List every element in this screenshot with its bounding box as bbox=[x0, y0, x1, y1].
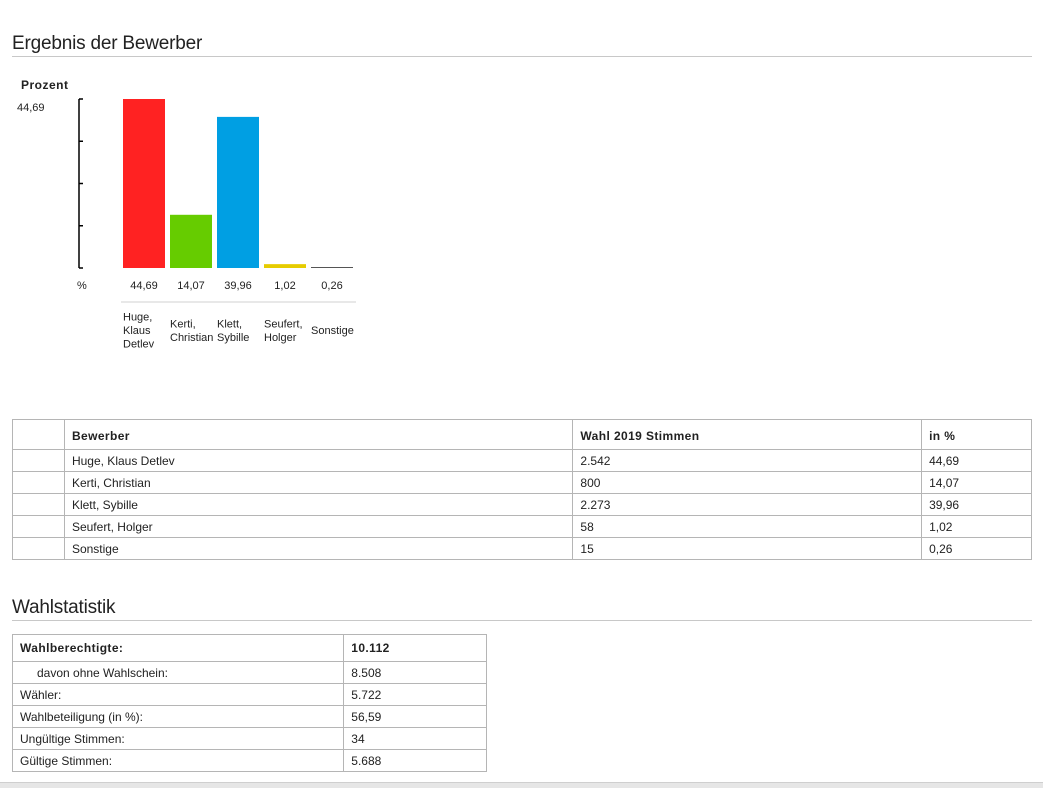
candidate-percent: 14,07 bbox=[921, 471, 1032, 494]
category-label: Christian bbox=[170, 332, 213, 344]
candidate-name: Sonstige bbox=[63, 537, 574, 560]
category-label: Sybille bbox=[217, 332, 249, 344]
unit-label: % bbox=[77, 280, 87, 292]
bar-1 bbox=[123, 99, 165, 268]
results-bar-chart: Prozent 44,69% 44,69 Huge,Klaus Detlev 14,07 K… bbox=[17, 78, 356, 351]
row-marker-cell bbox=[12, 537, 65, 560]
stats-label: Wahlbeteiligung (in %): bbox=[11, 705, 345, 728]
category-label: Klaus bbox=[123, 325, 151, 337]
stats-value: 5.688 bbox=[343, 749, 487, 772]
candidate-percent: 1,02 bbox=[921, 515, 1032, 538]
table-row: Seufert, Holger 58 1,02 bbox=[12, 515, 1032, 538]
category-label: Detlev bbox=[123, 339, 155, 351]
stats-label: Wahlberechtigte: bbox=[11, 634, 345, 662]
stats-label: davon ohne Wahlschein: bbox=[11, 661, 345, 684]
candidate-votes: 800 bbox=[572, 471, 923, 494]
candidate-votes: 15 bbox=[572, 537, 923, 560]
stats-label: Gültige Stimmen: bbox=[11, 749, 345, 772]
bar-2 bbox=[170, 214, 212, 268]
stats-row: Wähler: 5.722 bbox=[11, 683, 487, 706]
bar-5 bbox=[311, 267, 353, 268]
table-row: Kerti, Christian 800 14,07 bbox=[12, 471, 1032, 494]
results-section-divider bbox=[12, 56, 1032, 57]
stats-row: Ungültige Stimmen: 34 bbox=[11, 727, 487, 750]
bar-value-label: 14,07 bbox=[177, 280, 205, 292]
stats-row: Gültige Stimmen: 5.688 bbox=[11, 749, 487, 772]
row-marker-cell bbox=[12, 471, 65, 494]
column-header-percent: in % bbox=[921, 419, 1032, 450]
stats-value: 8.508 bbox=[343, 661, 487, 684]
y-axis-label: Prozent bbox=[21, 78, 69, 92]
candidate-name: Kerti, Christian bbox=[63, 471, 574, 494]
candidate-name: Klett, Sybille bbox=[63, 493, 574, 516]
candidate-votes: 2.542 bbox=[572, 449, 923, 472]
stats-label: Ungültige Stimmen: bbox=[11, 727, 345, 750]
results-table-header: Bewerber Wahl 2019 Stimmen in % bbox=[12, 419, 1032, 450]
bar-value-label: 1,02 bbox=[274, 280, 295, 292]
stats-value: 34 bbox=[343, 727, 487, 750]
row-marker-cell bbox=[12, 449, 65, 472]
column-header-blank bbox=[12, 419, 65, 450]
bar-value-label: 0,26 bbox=[321, 280, 342, 292]
results-table: Bewerber Wahl 2019 Stimmen in % Huge, Kl… bbox=[12, 419, 1032, 560]
bar-value-label: 39,96 bbox=[224, 280, 252, 292]
candidate-votes: 58 bbox=[572, 515, 923, 538]
stats-section-title: Wahlstatistik bbox=[12, 597, 116, 618]
stats-value: 10.112 bbox=[343, 634, 487, 662]
stats-label: Wähler: bbox=[11, 683, 345, 706]
category-label: Seufert, bbox=[264, 318, 303, 330]
stats-value: 56,59 bbox=[343, 705, 487, 728]
candidate-percent: 39,96 bbox=[921, 493, 1032, 516]
row-marker-cell bbox=[12, 493, 65, 516]
election-stats-table: Wahlberechtigte: 10.112 davon ohne Wahls… bbox=[11, 634, 487, 772]
category-label: Kerti, bbox=[170, 318, 196, 330]
stats-row: davon ohne Wahlschein: 8.508 bbox=[11, 661, 487, 684]
table-row: Sonstige 15 0,26 bbox=[12, 537, 1032, 560]
candidate-votes: 2.273 bbox=[572, 493, 923, 516]
table-row: Huge, Klaus Detlev 2.542 44,69 bbox=[12, 449, 1032, 472]
candidate-name: Huge, Klaus Detlev bbox=[63, 449, 574, 472]
category-label: Klett, bbox=[217, 318, 242, 330]
column-header-votes: Wahl 2019 Stimmen bbox=[572, 419, 923, 450]
category-label: Sonstige bbox=[311, 325, 354, 337]
candidate-name: Seufert, Holger bbox=[63, 515, 574, 538]
category-label: Holger bbox=[264, 332, 297, 344]
bar-3 bbox=[217, 116, 259, 269]
stats-value: 5.722 bbox=[343, 683, 487, 706]
y-axis-max-label: 44,69 bbox=[17, 102, 45, 114]
candidate-percent: 0,26 bbox=[921, 537, 1032, 560]
bar-4 bbox=[264, 264, 306, 268]
stats-row: Wahlbeteiligung (in %): 56,59 bbox=[11, 705, 487, 728]
bar-value-label: 44,69 bbox=[130, 280, 158, 292]
column-header-candidate: Bewerber bbox=[63, 419, 574, 450]
candidate-percent: 44,69 bbox=[921, 449, 1032, 472]
stats-row-eligible: Wahlberechtigte: 10.112 bbox=[11, 634, 487, 662]
stats-section-divider bbox=[12, 620, 1032, 621]
table-row: Klett, Sybille 2.273 39,96 bbox=[12, 493, 1032, 516]
category-label: Huge, bbox=[123, 312, 152, 324]
taskbar-edge bbox=[0, 782, 1043, 788]
row-marker-cell bbox=[12, 515, 65, 538]
results-section-title: Ergebnis der Bewerber bbox=[12, 33, 203, 54]
